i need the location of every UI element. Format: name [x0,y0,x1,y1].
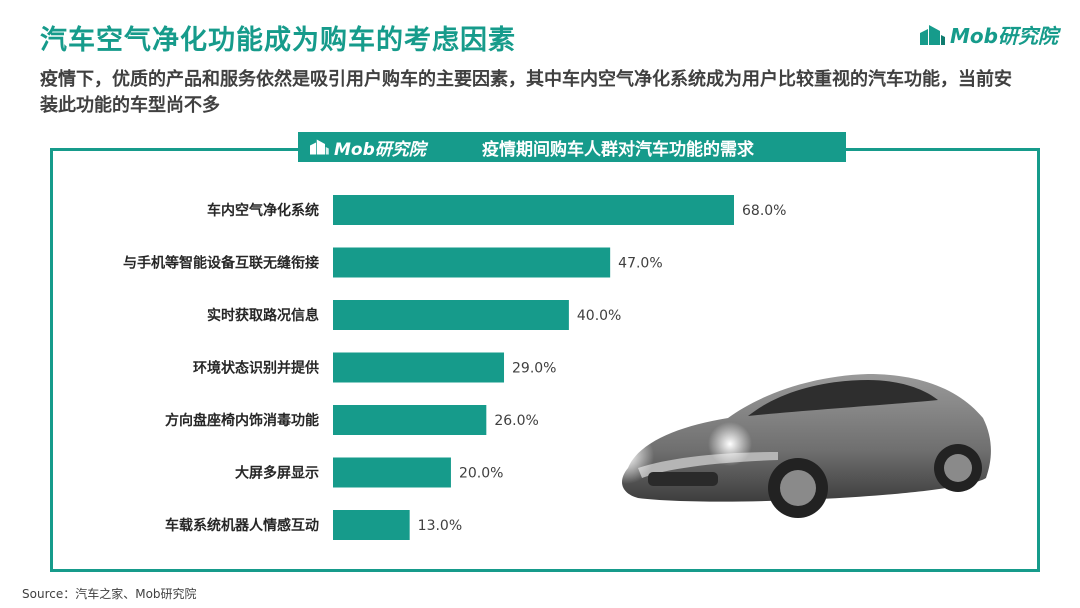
bar [333,510,410,540]
data-label: 40.0% [577,308,621,324]
bar [333,405,487,435]
bar [333,457,451,488]
bar [333,247,611,278]
source-note: Source：汽车之家、Mob研究院 [22,587,197,601]
building-icon [310,139,329,155]
data-label: 68.0% [742,203,786,219]
category-label: 环境状态识别并提供 [193,360,319,377]
bar [333,352,505,383]
category-label: 车载系统机器人情感互动 [165,517,319,534]
data-label: 20.0% [459,466,503,482]
data-label: 47.0% [618,256,662,272]
brand-logo: Mob研究院 [918,20,1058,49]
building-icon [920,24,946,45]
bar [333,300,569,330]
page-title: 汽车空气净化功能成为购车的考虑因素 [40,25,516,56]
category-label: 大屏多屏显示 [235,465,319,482]
page-subtitle: 疫情下，优质的产品和服务依然是吸引用户购车的主要因素，其中车内空气净化系统成为用… [40,69,1012,116]
data-label: 29.0% [512,361,556,377]
category-label: 方向盘座椅内饰消毒功能 [165,412,319,429]
banner-logo: Mob研究院 [308,135,458,160]
banner-brand-name: Mob研究院 [334,139,426,160]
brand-name: Mob研究院 [950,24,1058,48]
data-label: 13.0% [418,518,462,534]
category-label: 实时获取路况信息 [207,307,319,324]
car-image [598,374,991,518]
bar [333,195,734,225]
category-label: 车内空气净化系统 [207,202,319,219]
data-label: 26.0% [494,413,538,429]
chart-banner: Mob研究院 疫情期间购车人群对汽车功能的需求 [298,132,846,162]
chart-title: 疫情期间购车人群对汽车功能的需求 [482,139,754,160]
category-label: 与手机等智能设备互联无缝衔接 [123,255,319,272]
